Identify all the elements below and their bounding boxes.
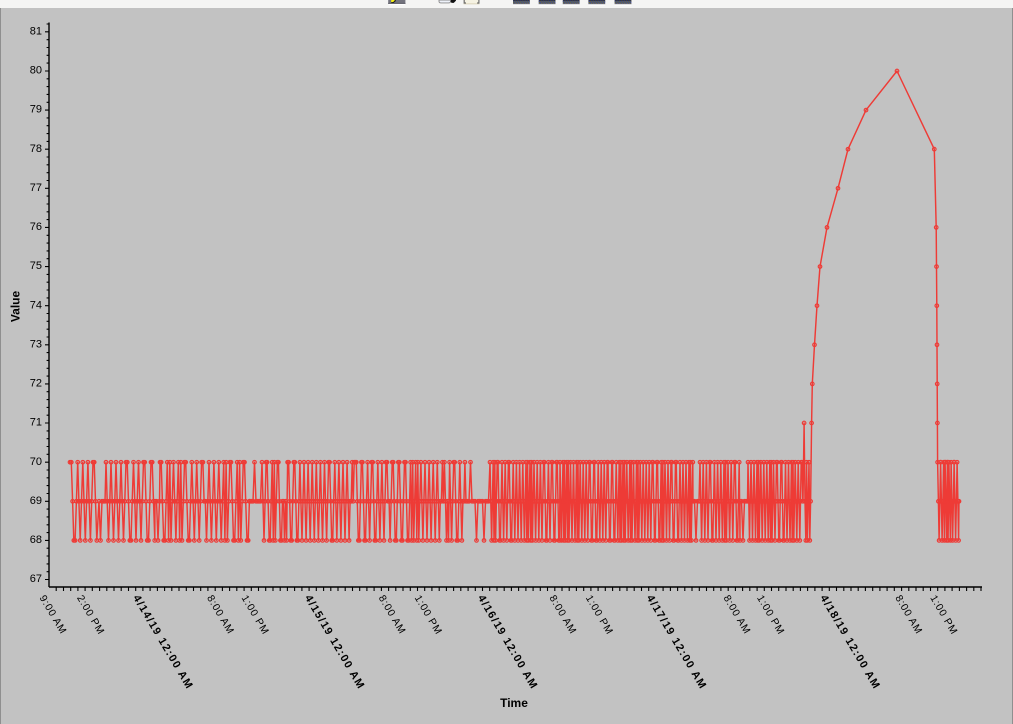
svg-text:71: 71 xyxy=(30,417,42,429)
svg-text:74: 74 xyxy=(30,299,42,311)
svg-text:70: 70 xyxy=(30,456,42,468)
svg-text:76: 76 xyxy=(30,221,42,233)
svg-text:73: 73 xyxy=(30,338,42,350)
svg-text:69: 69 xyxy=(30,495,42,507)
svg-text:75: 75 xyxy=(30,260,42,272)
svg-text:81: 81 xyxy=(30,25,42,37)
svg-text:68: 68 xyxy=(30,534,42,546)
svg-text:80: 80 xyxy=(30,65,42,77)
svg-text:78: 78 xyxy=(30,143,42,155)
svg-text:77: 77 xyxy=(30,182,42,194)
svg-text:Value: Value xyxy=(9,291,23,323)
svg-text:Time: Time xyxy=(500,696,528,710)
svg-text:72: 72 xyxy=(30,378,42,390)
svg-text:67: 67 xyxy=(30,573,42,585)
svg-text:79: 79 xyxy=(30,104,42,116)
